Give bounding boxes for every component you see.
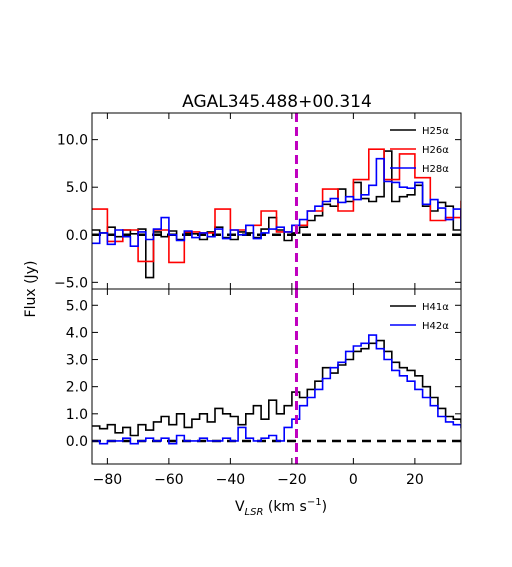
legend-1: H41α H42α [390,302,449,332]
y-tick-label: 5.0 [66,298,88,314]
x-tick-label: −80 [93,472,123,488]
y-tick-label: 3.0 [66,353,88,369]
legend-0: H25α H26α H28α [390,126,449,175]
legend-label: H42α [422,321,449,332]
y-tick-label: 1.0 [66,407,88,423]
x-tick-label: 20 [406,472,424,488]
y-tick-label: −5.0 [54,275,88,291]
series-line-0-0 [92,150,461,279]
panel-frame [91,112,462,290]
series-line-0-2 [92,157,461,247]
series-line-1-1 [92,334,461,445]
x-tick-label: 0 [349,472,358,488]
legend-label: H25α [422,126,449,137]
plot-area-0 [92,113,461,289]
legend-label: H26α [422,145,449,156]
y-tick-label: 10.0 [57,133,88,149]
bottom-panel: 0.0 1.0 2.0 3.0 4.0 5.0 H41α H42α [66,288,462,465]
legend-label: H28α [422,164,449,175]
x-tick-label: −20 [277,472,307,488]
chart-title: AGAL345.488+00.314 [182,92,372,112]
y-axis-label: Flux (Jy) [23,261,39,318]
top-panel: −5.0 0.0 5.0 10.0 H25α H26α H28α [54,112,462,291]
legend-label: H41α [422,302,449,313]
y-tick-label: 2.0 [66,380,88,396]
x-tick-label: −60 [154,472,184,488]
y-tick-label: 4.0 [66,325,88,341]
series-line-0-1 [92,148,461,264]
plot-area-1 [92,289,461,464]
x-axis-ticks: −80 −60 −40 −20 0 20 [93,472,424,488]
y-tick-label: 0.0 [66,434,88,450]
series-line-1-0 [92,339,461,437]
y-tick-label: 5.0 [66,180,88,196]
x-tick-label: −40 [216,472,246,488]
panel-frame [91,288,462,465]
y-tick-label: 0.0 [66,228,88,244]
x-axis-label: VLSR (km s−1) [235,497,327,518]
